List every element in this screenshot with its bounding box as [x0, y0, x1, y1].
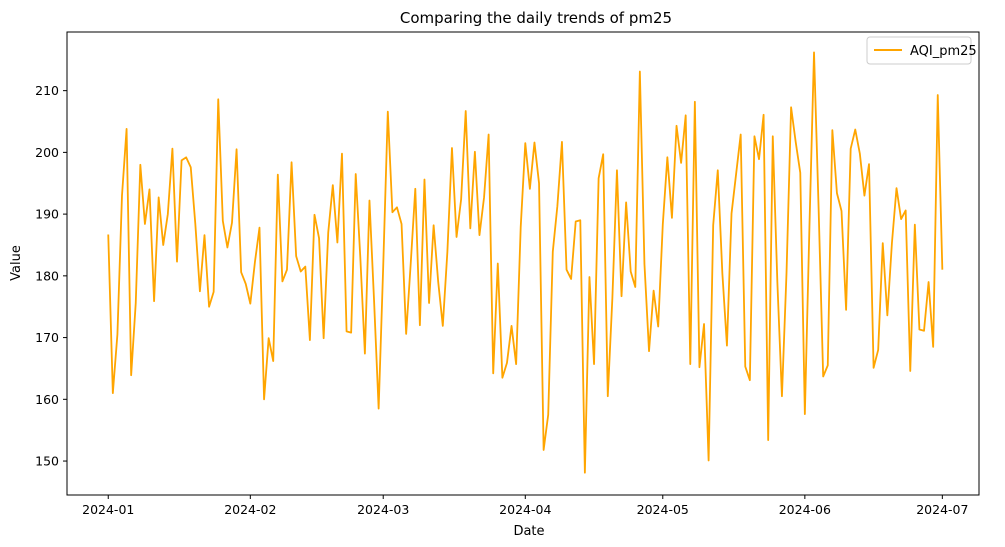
x-tick-label: 2024-05: [637, 502, 689, 517]
y-tick-label: 210: [35, 83, 59, 98]
x-tick-label: 2024-02: [224, 502, 276, 517]
y-tick-label: 170: [35, 330, 59, 345]
chart-title: Comparing the daily trends of pm25: [400, 9, 672, 27]
y-tick-label: 200: [35, 145, 59, 160]
x-tick-label: 2024-01: [82, 502, 134, 517]
y-axis-label: Value: [9, 245, 24, 281]
series-layer: [107, 51, 944, 474]
y-tick-label: 190: [35, 207, 59, 222]
x-tick-label: 2024-03: [357, 502, 409, 517]
legend: AQI_pm25: [866, 36, 977, 65]
y-tick-label: 150: [35, 454, 59, 469]
plot-frame: [66, 31, 980, 496]
x-tick-label: 2024-04: [499, 502, 551, 517]
x-tick-label: 2024-06: [779, 502, 831, 517]
y-tick-label: 180: [35, 268, 59, 283]
x-tick-label: 2024-07: [916, 502, 968, 517]
y-tick-label: 160: [35, 392, 59, 407]
legend-label: AQI_pm25: [910, 44, 977, 59]
y-axis: 150 160 170 180 190 200 210: [35, 83, 67, 469]
x-axis: 2024-01 2024-02 2024-03 2024-04 2024-05 2024-…: [82, 495, 968, 517]
x-axis-label: Date: [513, 524, 544, 539]
series-line-aqi-pm25: [107, 51, 944, 474]
legend-frame: [866, 36, 972, 65]
